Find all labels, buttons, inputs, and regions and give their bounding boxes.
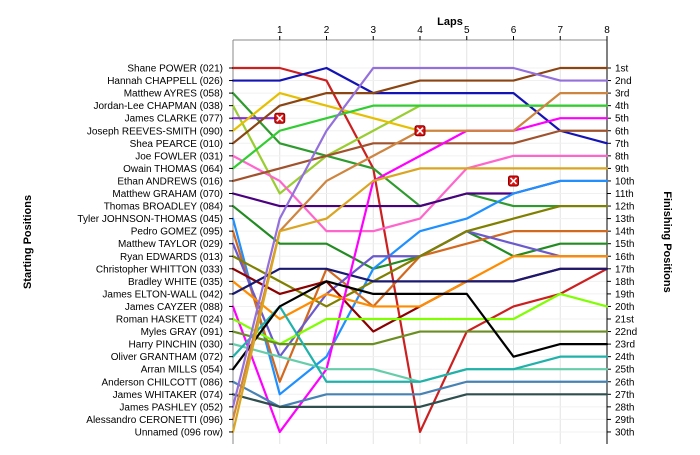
starting-label: Harry PINCHIN (030) <box>129 340 223 351</box>
series-line <box>231 66 609 145</box>
finish-label: 12th <box>615 202 634 213</box>
x-tick-label: 4 <box>417 25 423 36</box>
finish-label: 30th <box>615 427 634 438</box>
series-line <box>231 305 609 383</box>
starting-label: Matthew TAYLOR (029) <box>118 239 223 250</box>
retirement-cross <box>509 177 518 185</box>
finish-label: 23rd <box>615 340 635 351</box>
starting-label: Thomas BROADLEY (084) <box>104 202 223 213</box>
finish-label: 17th <box>615 264 634 275</box>
starting-label: Joe FOWLER (031) <box>135 151 223 162</box>
series-line <box>231 66 609 145</box>
y-axis-title-right: Finishing Positions <box>661 191 673 292</box>
finish-label: 5th <box>615 114 629 125</box>
starting-label: Jordan-Lee CHAPMAN (038) <box>94 101 224 112</box>
finish-label: 20th <box>615 302 634 313</box>
starting-label: Ethan ANDREWS (016) <box>117 176 223 187</box>
finish-label: 14th <box>615 227 634 238</box>
series-line <box>231 280 609 371</box>
starting-label: Arran MILLS (054) <box>141 365 223 376</box>
retirement-marker <box>508 175 519 187</box>
finish-label: 19th <box>615 289 634 300</box>
retirement-cross <box>276 114 284 122</box>
finish-label: 21st <box>615 315 634 326</box>
finish-label: 22nd <box>615 327 637 338</box>
x-axis-title: Laps <box>437 16 463 28</box>
starting-label: Shane POWER (021) <box>127 64 223 75</box>
series-line <box>231 179 609 396</box>
starting-label: Joseph REEVES-SMITH (090) <box>87 126 223 137</box>
finish-label: 8th <box>615 151 629 162</box>
starting-label: Bradley WHITE (035) <box>128 277 223 288</box>
starting-label: James CLARKE (077) <box>125 114 223 125</box>
series-line <box>231 330 609 346</box>
starting-label: Oliver GRANTHAM (072) <box>111 352 223 363</box>
series-line <box>231 267 609 295</box>
starting-label: Tyler JOHNSON-THOMAS (045) <box>77 214 223 225</box>
starting-label: Pedro GOMEZ (095) <box>131 227 223 238</box>
series-line <box>231 380 609 408</box>
starting-label: Hannah CHAPPELL (026) <box>107 76 223 87</box>
finish-label: 13th <box>615 214 634 225</box>
finish-label: 24th <box>615 352 634 363</box>
finish-label: 11th <box>615 189 634 200</box>
finish-label: 15th <box>615 239 634 250</box>
series-line <box>231 292 609 346</box>
finish-label: 29th <box>615 415 634 426</box>
x-tick-label: 8 <box>604 25 610 36</box>
finish-label: 4th <box>615 101 629 112</box>
starting-label: Anderson CHILCOTT (086) <box>101 377 223 388</box>
series-line <box>231 66 609 408</box>
y-axis-title-left: Starting Positions <box>22 195 34 289</box>
finish-label: 3rd <box>615 89 629 100</box>
finish-label: 18th <box>615 277 634 288</box>
series-line <box>231 154 609 233</box>
finish-label: 1st <box>615 64 629 75</box>
series-line <box>231 167 609 434</box>
series-line <box>231 255 609 321</box>
starting-label: Unnamed (096 row) <box>135 427 223 438</box>
starting-label: Matthew AYRES (058) <box>124 89 223 100</box>
finish-label: 2nd <box>615 76 632 87</box>
starting-label: Matthew GRAHAM (070) <box>112 189 223 200</box>
starting-label: James PASHLEY (052) <box>119 402 223 413</box>
finish-label: 7th <box>615 139 629 150</box>
starting-label: Christopher WHITTON (033) <box>96 264 223 275</box>
x-tick-label: 2 <box>324 25 330 36</box>
finish-label: 6th <box>615 126 629 137</box>
finish-label: 10th <box>615 176 634 187</box>
retirement-cross <box>416 127 424 135</box>
x-tick-label: 6 <box>511 25 517 36</box>
starting-label: James CAYZER (088) <box>125 302 223 313</box>
starting-label: Myles GRAY (091) <box>141 327 223 338</box>
x-tick-label: 5 <box>464 25 470 36</box>
finish-label: 27th <box>615 390 634 401</box>
starting-label: Shea PEARCE (010) <box>130 139 223 150</box>
retirement-marker <box>274 112 286 124</box>
finish-label: 28th <box>615 402 634 413</box>
series-line <box>231 129 609 183</box>
series-line <box>231 91 422 132</box>
series-line <box>231 66 609 434</box>
starting-label: James WHITAKER (074) <box>113 390 223 401</box>
starting-label: Alessandro CERONETTI (096) <box>86 415 223 426</box>
starting-label: Ryan EDWARDS (013) <box>120 252 223 263</box>
retirement-marker <box>414 125 426 137</box>
x-tick-label: 3 <box>370 25 376 36</box>
finish-label: 16th <box>615 252 634 263</box>
finish-label: 9th <box>615 164 629 175</box>
x-tick-label: 7 <box>557 25 563 36</box>
series-line <box>231 117 609 434</box>
series-line <box>231 393 609 408</box>
starting-label: James ELTON-WALL (042) <box>102 289 223 300</box>
finish-label: 26th <box>615 377 634 388</box>
x-tick-label: 1 <box>277 25 283 36</box>
finish-label: 25th <box>615 365 634 376</box>
starting-label: Owain THOMAS (064) <box>123 164 223 175</box>
starting-label: Roman HASKETT (024) <box>116 315 223 326</box>
